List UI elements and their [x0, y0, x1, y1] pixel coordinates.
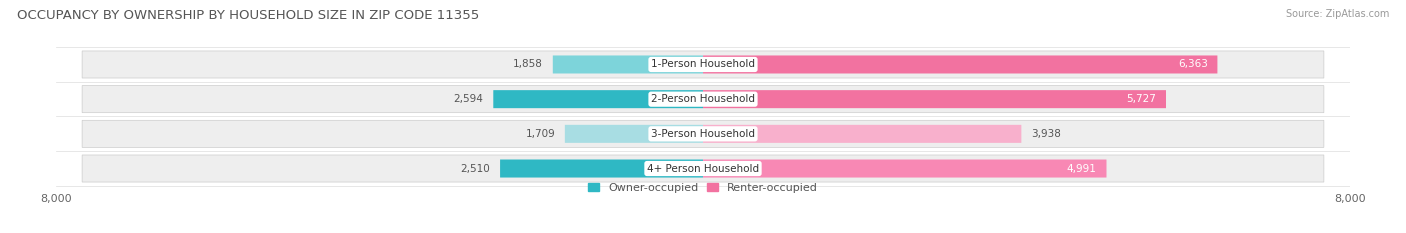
Legend: Owner-occupied, Renter-occupied: Owner-occupied, Renter-occupied — [583, 178, 823, 197]
Text: 4+ Person Household: 4+ Person Household — [647, 164, 759, 174]
FancyBboxPatch shape — [565, 125, 703, 143]
Text: 4,991: 4,991 — [1067, 164, 1097, 174]
FancyBboxPatch shape — [703, 55, 1218, 73]
FancyBboxPatch shape — [494, 90, 703, 108]
Text: 5,727: 5,727 — [1126, 94, 1156, 104]
Text: 6,363: 6,363 — [1178, 59, 1208, 69]
FancyBboxPatch shape — [703, 125, 1021, 143]
Text: 3-Person Household: 3-Person Household — [651, 129, 755, 139]
FancyBboxPatch shape — [703, 90, 1166, 108]
Text: 2-Person Household: 2-Person Household — [651, 94, 755, 104]
Text: OCCUPANCY BY OWNERSHIP BY HOUSEHOLD SIZE IN ZIP CODE 11355: OCCUPANCY BY OWNERSHIP BY HOUSEHOLD SIZE… — [17, 9, 479, 22]
Text: 1,709: 1,709 — [526, 129, 555, 139]
Text: 1,858: 1,858 — [513, 59, 543, 69]
FancyBboxPatch shape — [703, 160, 1107, 178]
FancyBboxPatch shape — [82, 120, 1324, 147]
FancyBboxPatch shape — [501, 160, 703, 178]
FancyBboxPatch shape — [82, 86, 1324, 113]
FancyBboxPatch shape — [82, 155, 1324, 182]
FancyBboxPatch shape — [553, 55, 703, 73]
Text: 2,594: 2,594 — [454, 94, 484, 104]
FancyBboxPatch shape — [82, 51, 1324, 78]
Text: 1-Person Household: 1-Person Household — [651, 59, 755, 69]
Text: 3,938: 3,938 — [1031, 129, 1062, 139]
Text: Source: ZipAtlas.com: Source: ZipAtlas.com — [1285, 9, 1389, 19]
Text: 2,510: 2,510 — [461, 164, 491, 174]
